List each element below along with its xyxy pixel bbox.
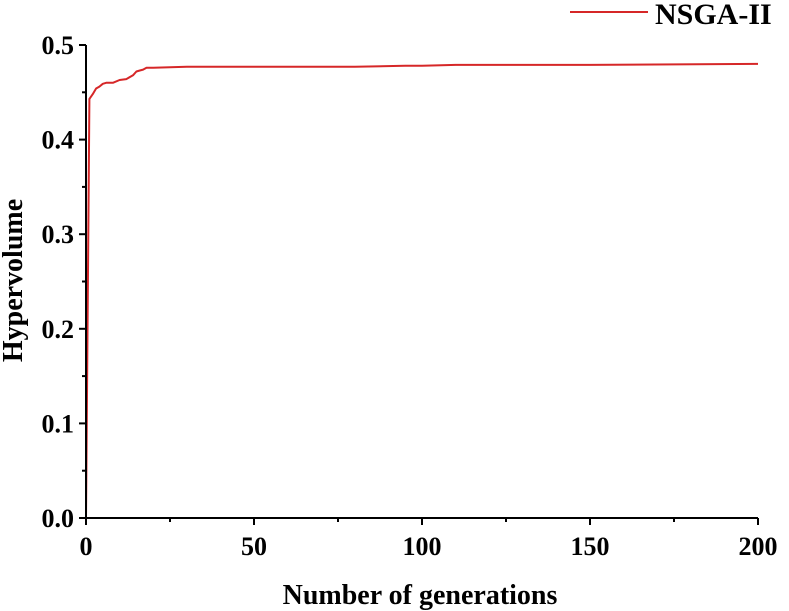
- plot-layer: [85, 62, 759, 519]
- y-axis-title: Hypervolume: [0, 199, 29, 362]
- x-tick-label: 200: [739, 532, 778, 561]
- y-tick-label: 0.1: [42, 409, 75, 438]
- x-tick-label: 150: [571, 532, 610, 561]
- legend-label: NSGA-II: [655, 0, 772, 31]
- x-tick-label: 0: [80, 532, 93, 561]
- series-line-0: [85, 62, 759, 519]
- legend: NSGA-II: [570, 0, 772, 31]
- y-tick-label: 0.3: [42, 220, 75, 249]
- y-tick-label: 0.4: [42, 126, 75, 155]
- axes: [85, 45, 758, 519]
- x-tick-label: 100: [403, 532, 442, 561]
- y-tick-label: 0.0: [42, 504, 75, 533]
- ticks: 0 50 100 150 200 0.0 0.1 0.2 0.3 0.4 0.5: [42, 31, 778, 561]
- y-tick-label: 0.2: [42, 315, 75, 344]
- x-axis-title: Number of generations: [283, 580, 558, 611]
- y-tick-label: 0.5: [42, 31, 75, 60]
- x-tick-label: 50: [241, 532, 267, 561]
